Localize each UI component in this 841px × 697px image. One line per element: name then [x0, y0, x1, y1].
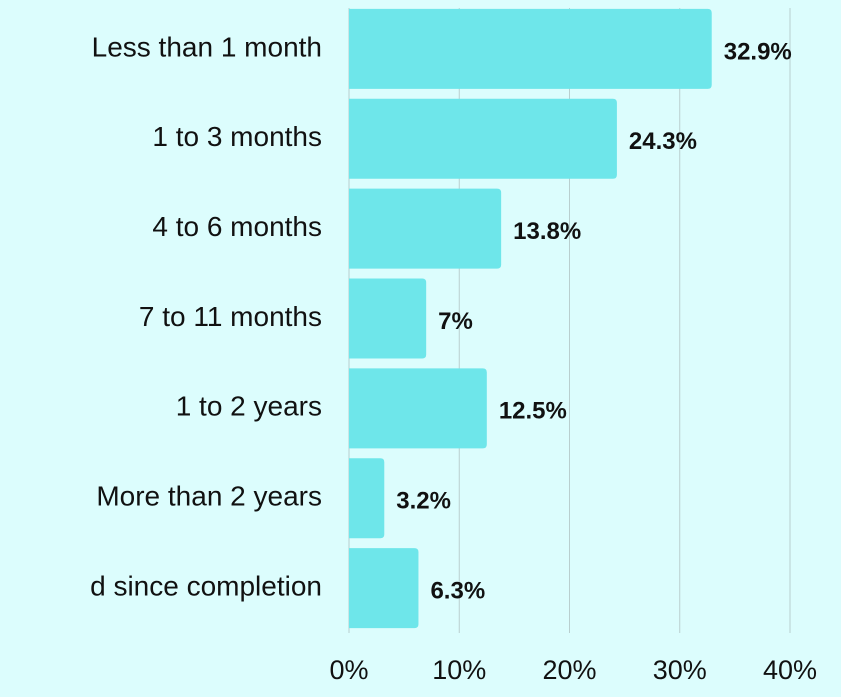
bar	[349, 8, 712, 89]
x-tick-label: 20%	[542, 655, 596, 685]
x-tick-label: 10%	[432, 655, 486, 685]
value-label: 3.2%	[396, 488, 451, 515]
category-label: More than 2 years	[96, 481, 322, 512]
bar	[349, 548, 419, 629]
category-label: d since completion	[90, 570, 322, 601]
bar	[349, 458, 385, 539]
bar	[349, 98, 617, 179]
value-label: 24.3%	[629, 128, 697, 155]
category-label: 4 to 6 months	[152, 211, 322, 242]
category-label: 7 to 11 months	[139, 301, 322, 332]
bar	[349, 368, 487, 449]
category-label: Less than 1 month	[92, 31, 322, 62]
bar	[349, 188, 502, 269]
value-label: 7%	[438, 308, 473, 335]
x-tick-label: 40%	[763, 655, 817, 685]
bar	[349, 278, 427, 359]
value-label: 32.9%	[724, 38, 792, 65]
value-label: 6.3%	[430, 577, 485, 604]
value-label: 13.8%	[513, 218, 581, 245]
category-label: 1 to 2 years	[176, 391, 322, 422]
x-tick-label: 30%	[653, 655, 707, 685]
x-tick-label: 0%	[329, 655, 368, 685]
category-label: 1 to 3 months	[152, 121, 322, 152]
value-label: 12.5%	[499, 398, 567, 425]
